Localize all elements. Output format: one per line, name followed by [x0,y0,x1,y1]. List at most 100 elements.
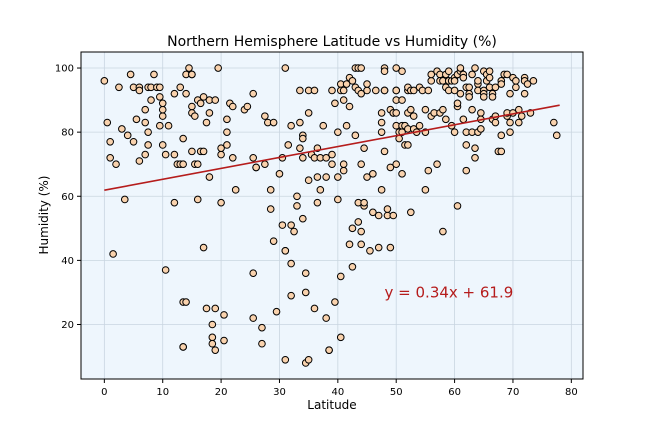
data-point [278,221,287,229]
data-point [339,160,348,169]
data-point [158,141,167,149]
data-point [205,173,214,181]
data-point [374,211,383,220]
data-point [211,346,220,354]
data-point [453,202,462,210]
data-point [404,141,412,149]
data-point [517,112,526,120]
data-point [170,198,179,207]
data-point [459,73,468,82]
data-point [369,208,377,217]
x-tick-label: 60 [448,387,461,398]
data-point [462,141,471,149]
data-point [503,70,511,79]
data-point [249,89,257,98]
data-point [118,125,126,133]
data-point [310,86,319,95]
data-point [299,134,307,143]
data-point [170,89,179,98]
data-point [477,109,485,117]
data-point [205,109,214,117]
data-point [211,304,220,313]
data-point [217,198,225,207]
data-point [409,86,418,95]
data-point [211,96,220,104]
data-point [188,102,196,111]
data-point [179,343,187,351]
data-point [342,121,351,130]
data-point [479,93,488,101]
data-point [123,131,132,140]
regression-line [104,104,560,191]
data-point [345,240,354,249]
data-point [369,170,377,178]
x-tick-label: 50 [390,387,403,398]
data-point [176,83,185,92]
data-point [287,221,295,229]
data-point [456,89,465,98]
data-point [115,83,123,92]
data-point [158,99,167,108]
data-point [328,86,336,95]
data-point [331,99,339,108]
data-point [357,64,365,72]
data-point [135,157,144,165]
data-point [281,64,290,72]
data-point [293,202,301,210]
data-point [392,86,401,95]
data-point [208,320,217,329]
data-point [380,147,389,156]
data-point [196,99,205,108]
data-point [336,333,345,342]
x-tick-label: 70 [507,387,520,398]
x-tick-label: 80 [565,387,578,398]
data-point [389,211,398,220]
data-point [188,147,196,156]
regression-equation: y = 0.34x + 61.9 [385,283,514,301]
plot-frame [80,51,584,380]
data-point [386,163,395,172]
data-point [477,125,485,133]
data-point [132,115,141,124]
data-point [424,166,433,175]
data-point [424,86,433,95]
data-point [433,160,441,169]
data-point [299,214,307,223]
data-point [161,266,170,274]
data-point [339,166,348,175]
data-point [208,339,217,348]
data-point [427,77,436,85]
data-point [199,147,208,156]
data-point [100,77,109,85]
data-point [523,80,532,88]
data-point [141,118,150,127]
data-point [407,208,415,217]
y-tick-label: 60 [61,192,74,203]
data-point [179,134,187,143]
data-point [383,205,392,213]
data-point [299,153,307,162]
data-point [243,102,252,111]
data-point [261,112,269,120]
data-point [334,128,342,136]
data-point [156,83,164,92]
data-point [214,64,222,72]
data-point [377,109,386,117]
data-point [471,64,479,72]
data-point [158,112,167,120]
data-point [345,102,354,111]
data-point [351,131,360,140]
data-point [450,128,459,136]
data-point [512,83,520,92]
data-point [228,102,237,111]
data-point [377,186,386,194]
data-point [147,96,155,104]
data-point [392,160,401,169]
data-point [328,160,336,169]
data-point [217,150,225,159]
data-point [144,128,152,136]
data-point [506,89,514,98]
data-point [112,160,120,169]
data-point [407,105,415,114]
data-point [301,269,310,278]
